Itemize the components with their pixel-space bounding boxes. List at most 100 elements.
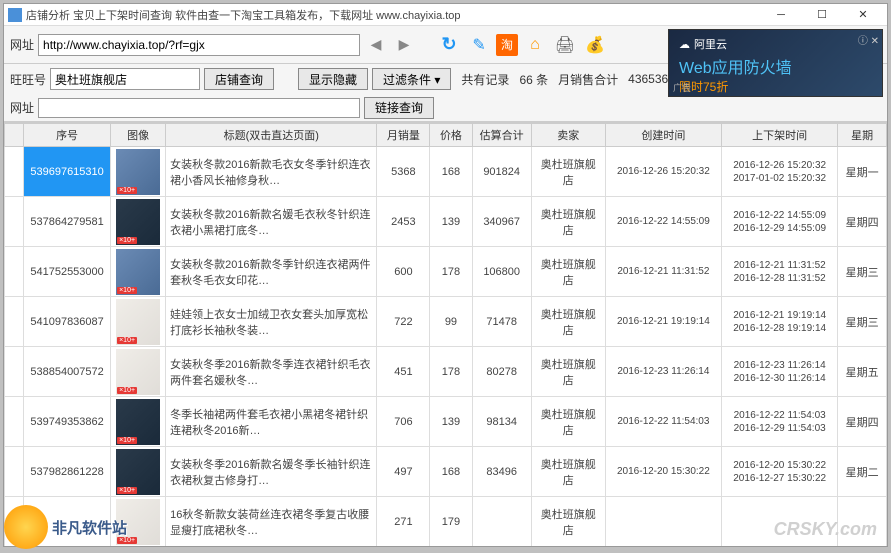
cell-seq[interactable]: 538854007572 [24,347,111,397]
ad-sub-text: 限时75折 [679,78,872,95]
cell-create: 2016-12-21 11:31:52 [605,247,721,297]
table-row[interactable]: 541097836087 ×10+ 娃娃领上衣女士加绒卫衣女套头加厚宽松打底衫长… [5,297,887,347]
cell-title[interactable]: 女装秋冬款2016新款冬季针织连衣裙两件套秋冬毛衣女印花… [166,247,377,297]
cell-create: 2016-12-22 11:54:03 [605,397,721,447]
link-input[interactable] [38,98,360,118]
shop-input[interactable] [50,68,200,90]
home-icon[interactable]: ⌂ [522,32,548,58]
cell-title[interactable]: 娃娃领上衣女士加绒卫衣女套头加厚宽松打底衫长袖秋冬装… [166,297,377,347]
row-gutter [5,347,24,397]
table-row[interactable]: 539749353862 ×10+ 冬季长袖裙两件套毛衣裙小黑裙冬裙针织连裙秋冬… [5,397,887,447]
cell-title[interactable]: 女装秋冬季2016新款名媛冬季长袖针织连衣裙秋复古修身打… [166,447,377,497]
cell-title[interactable]: 冬季长袖裙两件套毛衣裙小黑裙冬裙针织连裙秋冬2016新… [166,397,377,447]
col-wd[interactable]: 星期 [838,124,887,147]
filter-button[interactable]: 过滤条件 ▾ [372,68,451,90]
print-icon[interactable]: 🖨 [552,32,578,58]
cell-list: 2016-12-21 19:19:14 2016-12-28 19:19:14 [722,297,838,347]
cell-thumb[interactable]: ×10+ [111,247,166,297]
table-row[interactable]: 539697615310 ×10+ 女装秋冬款2016新款毛衣女冬季针织连衣裙小… [5,147,887,197]
cell-seq[interactable]: 541097836087 [24,297,111,347]
cell-thumb[interactable]: ×10+ [111,347,166,397]
cell-create [605,497,721,547]
col-month[interactable]: 月销量 [377,124,430,147]
watermark-text: 非凡软件站 [52,517,127,538]
data-table: 序号 图像 标题(双击直达页面) 月销量 价格 估算合计 卖家 创建时间 上下架… [4,123,887,546]
cell-est [472,497,531,547]
cell-thumb[interactable]: ×10+ [111,147,166,197]
watermark-url: CRSKY.com [774,519,877,540]
row-gutter [5,197,24,247]
cell-seller: 奥杜班旗舰店 [531,447,605,497]
cell-title[interactable]: 女装秋冬款2016新款名媛毛衣秋冬针织连衣裙小黑裙打底冬… [166,197,377,247]
cell-thumb[interactable]: ×10+ [111,197,166,247]
edit-icon[interactable]: ✎ [466,32,492,58]
cell-seq[interactable]: 537864279581 [24,197,111,247]
close-button[interactable]: ✕ [843,5,883,25]
cell-create: 2016-12-21 19:19:14 [605,297,721,347]
cell-title[interactable]: 16秋冬新款女装荷丝连衣裙冬季复古收腰显瘦打底裙秋冬… [166,497,377,547]
table-row[interactable]: 538854007572 ×10+ 女装秋冬季2016新款冬季连衣裙针织毛衣两件… [5,347,887,397]
cell-est: 901824 [472,147,531,197]
cell-wd: 星期二 [838,447,887,497]
minimize-button[interactable]: ─ [761,5,801,25]
col-seq[interactable]: 序号 [24,124,111,147]
cell-seller: 奥杜班旗舰店 [531,347,605,397]
cell-thumb[interactable]: ×10+ [111,447,166,497]
cell-wd: 星期三 [838,247,887,297]
row-gutter [5,247,24,297]
col-list[interactable]: 上下架时间 [722,124,838,147]
col-img[interactable]: 图像 [111,124,166,147]
cell-price: 178 [430,347,472,397]
table-row[interactable]: 537982861228 ×10+ 女装秋冬季2016新款名媛冬季长袖针织连衣裙… [5,447,887,497]
cell-seq[interactable]: 541752553000 [24,247,111,297]
data-table-wrap: 序号 图像 标题(双击直达页面) 月销量 价格 估算合计 卖家 创建时间 上下架… [4,122,887,546]
table-row[interactable]: ×10+ 16秋冬新款女装荷丝连衣裙冬季复古收腰显瘦打底裙秋冬… 271 179… [5,497,887,547]
col-price[interactable]: 价格 [430,124,472,147]
month-sales-label: 月销售合计 [558,71,618,88]
cell-title[interactable]: 女装秋冬款2016新款毛衣女冬季针织连衣裙小香风长袖修身秋… [166,147,377,197]
cell-wd: 星期三 [838,297,887,347]
shop-query-button[interactable]: 店铺查询 [204,68,274,90]
cell-thumb[interactable]: ×10+ [111,297,166,347]
cell-list: 2016-12-20 15:30:22 2016-12-27 15:30:22 [722,447,838,497]
table-row[interactable]: 537864279581 ×10+ 女装秋冬款2016新款名媛毛衣秋冬针织连衣裙… [5,197,887,247]
cell-seq[interactable]: 539749353862 [24,397,111,447]
link-toolbar: 网址 链接查询 [4,94,887,122]
show-hide-button[interactable]: 显示隐藏 [298,68,368,90]
cell-list: 2016-12-23 11:26:14 2016-12-30 11:26:14 [722,347,838,397]
cell-thumb[interactable]: ×10+ [111,397,166,447]
col-create[interactable]: 创建时间 [605,124,721,147]
cell-create: 2016-12-26 15:20:32 [605,147,721,197]
cell-list: 2016-12-22 14:55:09 2016-12-29 14:55:09 [722,197,838,247]
window-title: 店铺分析 宝贝上下架时间查询 软件由查一下淘宝工具箱发布，下载网址 www.ch… [26,7,461,23]
cell-title[interactable]: 女装秋冬季2016新款冬季连衣裙针织毛衣两件套名媛秋冬… [166,347,377,397]
ad-tag: 广告 [673,81,691,94]
cell-list: 2016-12-21 11:31:52 2016-12-28 11:31:52 [722,247,838,297]
cell-est: 80278 [472,347,531,397]
col-title[interactable]: 标题(双击直达页面) [166,124,377,147]
ad-banner[interactable]: ⓘ ✕ ☁ 阿里云 Web应用防火墙 限时75折 广告 [668,29,883,97]
cell-month: 722 [377,297,430,347]
cell-seller: 奥杜班旗舰店 [531,497,605,547]
col-blank [5,124,24,147]
url-input[interactable] [38,34,360,56]
watermark: 非凡软件站 [4,505,127,549]
maximize-button[interactable]: ☐ [802,5,842,25]
money-icon[interactable]: 💰 [582,32,608,58]
cell-seq[interactable]: 539697615310 [24,147,111,197]
shop-label: 旺旺号 [10,71,46,88]
link-query-button[interactable]: 链接查询 [364,97,434,119]
taobao-icon[interactable]: 淘 [496,34,518,56]
ad-close-icon[interactable]: ⓘ ✕ [858,32,879,47]
app-icon [8,8,22,22]
refresh-icon[interactable]: ↻ [436,32,462,58]
ad-main-text: Web应用防火墙 [679,54,872,78]
col-est[interactable]: 估算合计 [472,124,531,147]
cell-wd: 星期四 [838,397,887,447]
cell-seq[interactable]: 537982861228 [24,447,111,497]
col-seller[interactable]: 卖家 [531,124,605,147]
forward-button[interactable]: ▶ [392,33,416,57]
back-button[interactable]: ◀ [364,33,388,57]
records-count: 66 条 [519,71,548,88]
table-row[interactable]: 541752553000 ×10+ 女装秋冬款2016新款冬季针织连衣裙两件套秋… [5,247,887,297]
